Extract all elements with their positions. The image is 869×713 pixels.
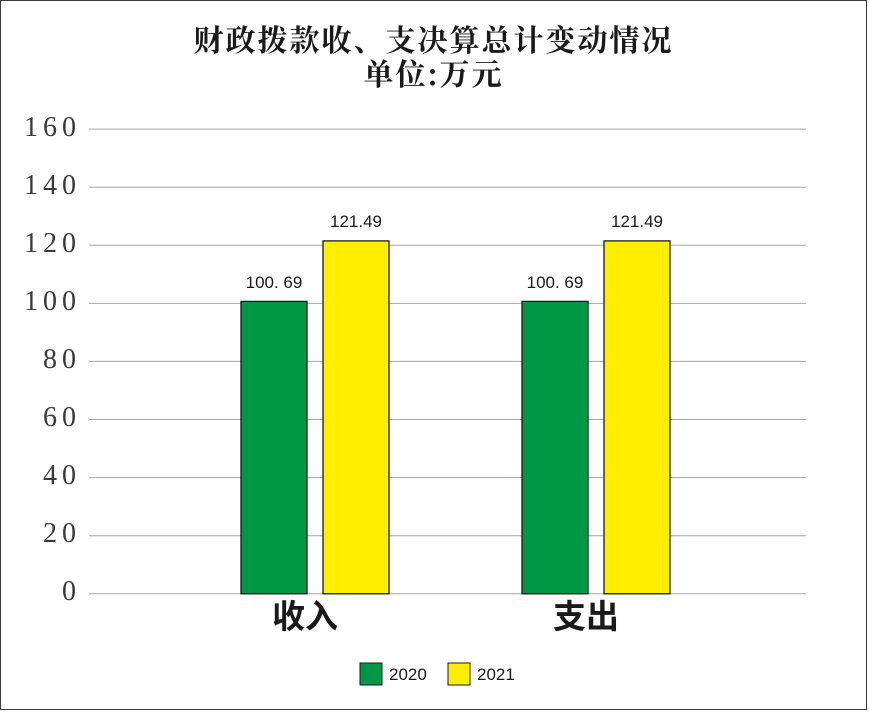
svg-text:100. 69: 100. 69 <box>246 273 303 292</box>
svg-text:121.49: 121.49 <box>330 212 382 231</box>
svg-text:40: 40 <box>43 460 81 491</box>
svg-text:2020: 2020 <box>389 665 427 684</box>
svg-text:140: 140 <box>24 170 81 201</box>
svg-text:60: 60 <box>43 402 81 433</box>
svg-text:支出: 支出 <box>553 590 619 638</box>
svg-text:121.49: 121.49 <box>611 212 663 231</box>
svg-text:80: 80 <box>43 344 81 375</box>
svg-text:160: 160 <box>24 112 81 143</box>
svg-text:100: 100 <box>24 286 81 317</box>
svg-text:20: 20 <box>43 518 81 549</box>
svg-text:2021: 2021 <box>477 665 515 684</box>
svg-text:0: 0 <box>62 576 81 607</box>
svg-text:100. 69: 100. 69 <box>527 273 584 292</box>
svg-text:120: 120 <box>24 228 81 259</box>
svg-text:收入: 收入 <box>272 590 338 638</box>
